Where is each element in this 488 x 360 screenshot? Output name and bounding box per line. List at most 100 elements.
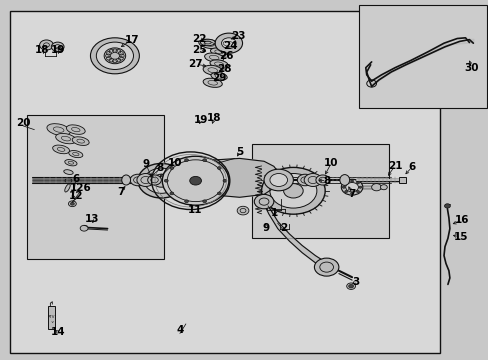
Circle shape (358, 186, 361, 188)
Circle shape (164, 179, 168, 182)
Ellipse shape (209, 60, 228, 68)
Text: 17: 17 (124, 35, 139, 45)
Circle shape (147, 175, 161, 185)
Circle shape (215, 33, 242, 53)
Text: 3: 3 (352, 276, 359, 287)
Circle shape (189, 176, 201, 185)
Text: 21: 21 (387, 161, 402, 171)
Ellipse shape (53, 145, 69, 154)
Circle shape (130, 174, 145, 186)
Text: 27: 27 (188, 59, 203, 69)
Circle shape (138, 163, 184, 198)
Text: 15: 15 (452, 232, 467, 242)
Ellipse shape (47, 124, 70, 135)
Text: RTV
  v: RTV v (47, 315, 55, 324)
Circle shape (346, 283, 355, 289)
Bar (10, 11, 439, 353)
Text: 14: 14 (50, 327, 65, 337)
Text: 20: 20 (16, 118, 31, 128)
Circle shape (184, 159, 188, 162)
Circle shape (269, 174, 287, 186)
Ellipse shape (122, 175, 130, 185)
Circle shape (104, 48, 125, 64)
Text: 22: 22 (192, 33, 206, 44)
Text: 26: 26 (218, 51, 233, 61)
Circle shape (68, 201, 76, 207)
Ellipse shape (56, 134, 76, 144)
Circle shape (223, 179, 226, 182)
Ellipse shape (69, 150, 82, 158)
Text: 10: 10 (167, 158, 182, 168)
Circle shape (203, 159, 206, 162)
Text: 5: 5 (236, 147, 243, 157)
Text: 12: 12 (68, 191, 83, 201)
Bar (398, 177, 405, 183)
Circle shape (217, 167, 221, 170)
Text: 4: 4 (176, 325, 183, 336)
Text: 6: 6 (407, 162, 414, 172)
Circle shape (80, 225, 88, 231)
Circle shape (254, 194, 273, 209)
Ellipse shape (339, 175, 349, 185)
Circle shape (261, 167, 325, 214)
Circle shape (314, 258, 338, 276)
Text: 2: 2 (280, 222, 286, 233)
Text: 16: 16 (454, 215, 468, 225)
Circle shape (217, 192, 221, 195)
Circle shape (144, 168, 178, 193)
Ellipse shape (203, 78, 222, 87)
Circle shape (345, 183, 358, 192)
Text: 126: 126 (70, 183, 91, 193)
Circle shape (237, 206, 248, 215)
Text: 28: 28 (216, 64, 231, 74)
Ellipse shape (199, 39, 219, 49)
Circle shape (350, 180, 353, 182)
Circle shape (356, 190, 359, 193)
Text: 10: 10 (324, 158, 338, 168)
Text: 18: 18 (35, 45, 50, 55)
Circle shape (341, 179, 362, 195)
Circle shape (315, 175, 329, 185)
Text: 8: 8 (323, 176, 329, 186)
Circle shape (269, 174, 316, 208)
Bar (359, 5, 486, 108)
Circle shape (283, 184, 303, 198)
Ellipse shape (200, 39, 215, 46)
Ellipse shape (210, 48, 227, 56)
Circle shape (51, 42, 64, 51)
Ellipse shape (72, 137, 89, 145)
Ellipse shape (210, 72, 227, 80)
Ellipse shape (204, 53, 224, 62)
Bar (251, 144, 388, 238)
Circle shape (169, 192, 173, 195)
Ellipse shape (65, 178, 72, 183)
Text: 25: 25 (192, 45, 206, 55)
Circle shape (184, 200, 188, 203)
Text: 11: 11 (187, 204, 202, 215)
Ellipse shape (66, 125, 85, 134)
Circle shape (344, 182, 347, 184)
Circle shape (344, 190, 347, 193)
Circle shape (169, 167, 173, 170)
Circle shape (221, 38, 236, 49)
Circle shape (342, 186, 345, 188)
Circle shape (264, 169, 293, 191)
Bar (27, 115, 163, 259)
Text: 23: 23 (231, 31, 245, 41)
Polygon shape (171, 158, 278, 197)
Ellipse shape (63, 170, 73, 175)
Text: 29: 29 (211, 73, 226, 84)
Text: 6: 6 (72, 174, 79, 184)
Text: 30: 30 (464, 63, 478, 73)
Ellipse shape (203, 65, 222, 75)
Circle shape (162, 156, 228, 205)
Text: 19: 19 (50, 45, 65, 55)
Circle shape (356, 182, 359, 184)
Ellipse shape (217, 39, 240, 49)
Circle shape (137, 174, 154, 186)
Text: 9: 9 (263, 222, 269, 233)
Circle shape (70, 202, 74, 205)
Text: 1: 1 (271, 208, 278, 218)
Circle shape (152, 174, 170, 187)
Circle shape (304, 174, 321, 186)
